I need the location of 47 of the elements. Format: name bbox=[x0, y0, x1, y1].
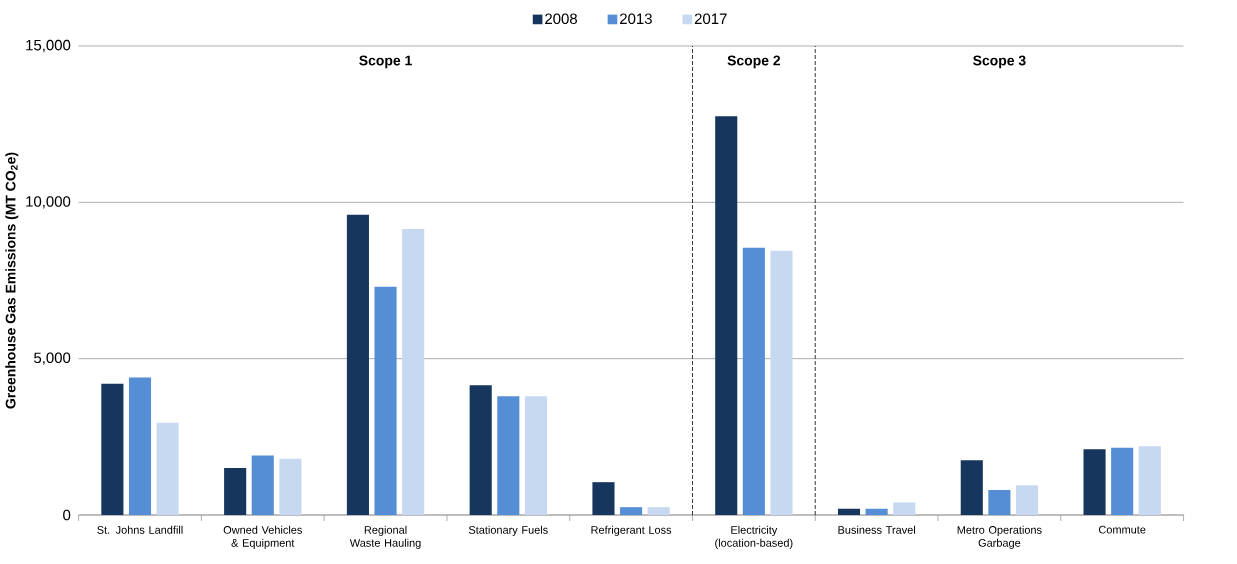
bar bbox=[101, 383, 124, 515]
annotation: Scope 3 bbox=[973, 55, 1026, 69]
x-tick-label: Electricity (location-based) bbox=[715, 525, 793, 549]
x-tick-label: Business Travel bbox=[838, 525, 915, 534]
bar bbox=[1083, 449, 1106, 515]
y-tick-label: 5,000 bbox=[34, 352, 71, 365]
bar bbox=[647, 507, 670, 515]
bar bbox=[1111, 447, 1134, 515]
x-tick-label: Refrigerant Loss bbox=[591, 525, 672, 536]
bar bbox=[865, 508, 888, 515]
bar bbox=[374, 286, 397, 515]
bar bbox=[742, 247, 765, 515]
bar bbox=[128, 377, 152, 515]
bar bbox=[469, 385, 492, 515]
y-axis-title: Greenhouse Gas Emissions (MT CO$_{2}$e) bbox=[5, 152, 19, 409]
bar bbox=[620, 507, 643, 515]
x-tick-label: Stationary Fuels bbox=[468, 525, 548, 536]
x-tick-label: St. Johns Landfill bbox=[97, 525, 183, 534]
legend-label: 2013 bbox=[620, 13, 652, 25]
bar bbox=[251, 455, 274, 515]
bar bbox=[156, 422, 179, 515]
bar bbox=[988, 489, 1011, 515]
y-tick-label: 15,000 bbox=[26, 39, 71, 53]
x-tick-label: Regional Waste Hauling bbox=[349, 525, 421, 549]
bar bbox=[1138, 446, 1161, 515]
annotation: Scope 2 bbox=[727, 55, 781, 69]
bar bbox=[346, 214, 369, 515]
bar bbox=[770, 250, 793, 515]
bar bbox=[592, 482, 615, 515]
bar bbox=[497, 396, 520, 515]
bar bbox=[715, 116, 738, 515]
x-tick-label: Commute bbox=[1098, 525, 1146, 534]
y-tick-label: 0 bbox=[63, 509, 71, 521]
y-tick-label: 10,000 bbox=[26, 196, 71, 209]
bar bbox=[402, 228, 425, 515]
bar bbox=[1015, 485, 1039, 515]
x-tick-label: Metro Operations Garbage bbox=[957, 525, 1042, 549]
x-tick-label: Owned Vehicles & Equipment bbox=[223, 525, 302, 549]
annotation: Scope 1 bbox=[359, 55, 412, 69]
bar bbox=[893, 502, 916, 515]
bar bbox=[279, 458, 302, 515]
bar bbox=[837, 508, 861, 515]
bar bbox=[524, 396, 547, 515]
legend-label: 2008 bbox=[545, 13, 577, 25]
bar bbox=[224, 468, 247, 515]
bar bbox=[960, 460, 983, 515]
legend-label: 2017 bbox=[694, 13, 727, 25]
